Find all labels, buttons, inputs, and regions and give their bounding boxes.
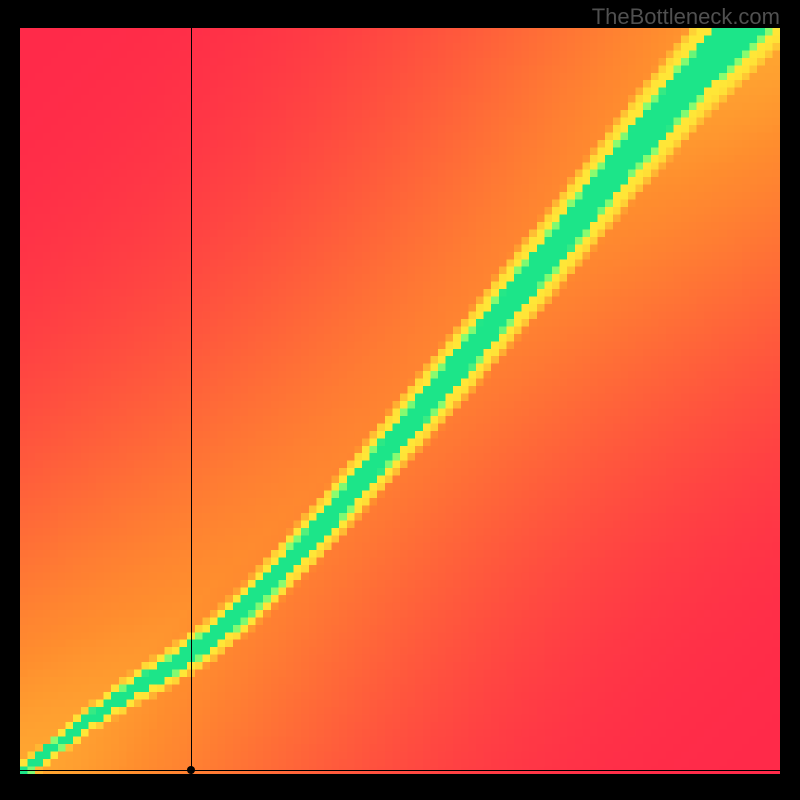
crosshair-vertical: [191, 28, 192, 774]
crosshair-marker: [187, 766, 195, 774]
watermark-text: TheBottleneck.com: [592, 4, 780, 30]
plot-area: [20, 28, 780, 774]
heatmap-canvas: [20, 28, 780, 774]
crosshair-horizontal: [20, 770, 780, 771]
chart-container: TheBottleneck.com: [0, 0, 800, 800]
